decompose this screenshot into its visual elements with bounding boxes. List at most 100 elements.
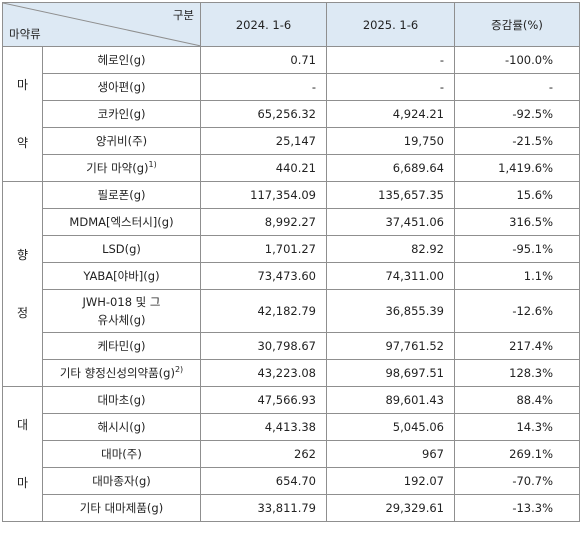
value-2025: 967	[326, 440, 455, 468]
category-psychotropics: 향 정	[2, 181, 43, 387]
corner-label-category: 구분	[172, 8, 194, 22]
category-char: 정	[16, 306, 29, 320]
item-name: 대마종자(g)	[42, 467, 201, 495]
category-char: 대	[16, 418, 29, 432]
item-name: JWH-018 및 그 유사체(g)	[42, 289, 201, 333]
value-2025: -	[326, 73, 455, 101]
value-change: -70.7%	[454, 467, 580, 495]
column-header-2024: 2024. 1-6	[200, 2, 327, 47]
value-2024: 47,566.93	[200, 386, 327, 414]
header-row: 구분 마약류 2024. 1-6 2025. 1-6 증감률(%)	[2, 2, 580, 47]
value-2024: 262	[200, 440, 327, 468]
value-2025: 4,924.21	[326, 100, 455, 128]
value-2024: 25,147	[200, 127, 327, 155]
table-row: 기타 향정신성의약품(g)2) 43,223.08 98,697.51 128.…	[3, 359, 580, 387]
table-row: 생아편(g) - - -	[3, 73, 580, 101]
footnote-marker: 1)	[148, 160, 157, 170]
value-2025: 192.07	[326, 467, 455, 495]
item-name: 케타민(g)	[42, 332, 201, 360]
value-2024: 1,701.27	[200, 235, 327, 263]
category-char: 마	[16, 78, 29, 92]
diagonal-divider	[3, 3, 200, 46]
value-2025: 29,329.61	[326, 494, 455, 522]
value-2025: -	[326, 46, 455, 74]
table-row: LSD(g) 1,701.27 82.92 -95.1%	[3, 235, 580, 263]
category-cannabis: 대 마	[2, 386, 43, 522]
value-change: -100.0%	[454, 46, 580, 74]
table-row: 마 약 헤로인(g) 0.71 - -100.0%	[2, 46, 580, 182]
value-change: -12.6%	[454, 289, 580, 333]
item-name-text: 기타 향정신성의약품(g)	[59, 366, 175, 380]
item-name: 양귀비(주)	[42, 127, 201, 155]
value-change: 128.3%	[454, 359, 580, 387]
table-row: 향 정 필로폰(g) 117,354.09 135,657.35 15.6%	[2, 181, 580, 387]
value-2025: 82.92	[326, 235, 455, 263]
value-2024: 117,354.09	[200, 181, 327, 209]
value-change: 1.1%	[454, 262, 580, 290]
drug-seizure-table: 구분 마약류 2024. 1-6 2025. 1-6 증감률(%) 마 약 헤로…	[2, 2, 580, 522]
category-char: 마	[16, 476, 29, 490]
item-name: 필로폰(g)	[42, 181, 201, 209]
table-row: 코카인(g) 65,256.32 4,924.21 -92.5%	[3, 100, 580, 128]
table-row: 케타민(g) 30,798.67 97,761.52 217.4%	[3, 332, 580, 360]
value-2025: 19,750	[326, 127, 455, 155]
value-2025: 36,855.39	[326, 289, 455, 333]
item-name: 기타 향정신성의약품(g)2)	[42, 359, 201, 387]
value-change: 269.1%	[454, 440, 580, 468]
footnote-marker: 2)	[174, 365, 184, 375]
value-2024: 43,223.08	[200, 359, 327, 387]
value-2025: 89,601.43	[326, 386, 455, 414]
table-row: 대마(주) 262 967 269.1%	[3, 440, 580, 468]
column-header-2025: 2025. 1-6	[326, 2, 455, 47]
value-2024: 30,798.67	[200, 332, 327, 360]
table-row: 해시시(g) 4,413.38 5,045.06 14.3%	[3, 413, 580, 441]
item-name: 생아편(g)	[42, 73, 201, 101]
value-change: -21.5%	[454, 127, 580, 155]
item-name: 대마초(g)	[42, 386, 201, 414]
item-name-text: 기타 마약(g)	[86, 161, 149, 175]
table-row: JWH-018 및 그 유사체(g) 42,182.79 36,855.39 -…	[3, 289, 580, 333]
value-2025: 74,311.00	[326, 262, 455, 290]
value-change: -95.1%	[454, 235, 580, 263]
value-change: -	[454, 73, 580, 101]
value-change: 217.4%	[454, 332, 580, 360]
table-row: 양귀비(주) 25,147 19,750 -21.5%	[3, 127, 580, 155]
value-2024: -	[200, 73, 327, 101]
table-row: 대마종자(g) 654.70 192.07 -70.7%	[3, 467, 580, 495]
item-name: YABA[야바](g)	[42, 262, 201, 290]
value-2024: 33,811.79	[200, 494, 327, 522]
value-2024: 0.71	[200, 46, 327, 74]
value-2024: 8,992.27	[200, 208, 327, 236]
item-name: 헤로인(g)	[42, 46, 201, 74]
value-change: 1,419.6%	[454, 154, 580, 182]
table-row: YABA[야바](g) 73,473.60 74,311.00 1.1%	[3, 262, 580, 290]
table-row: 기타 대마제품(g) 33,811.79 29,329.61 -13.3%	[3, 494, 580, 522]
value-2024: 65,256.32	[200, 100, 327, 128]
value-2025: 98,697.51	[326, 359, 455, 387]
value-2025: 6,689.64	[326, 154, 455, 182]
item-name: LSD(g)	[42, 235, 201, 263]
item-name: 기타 대마제품(g)	[42, 494, 201, 522]
value-change: 15.6%	[454, 181, 580, 209]
corner-label-drug-type: 마약류	[9, 27, 41, 41]
table-row: MDMA[엑스터시](g) 8,992.27 37,451.06 316.5%	[3, 208, 580, 236]
item-name: 해시시(g)	[42, 413, 201, 441]
category-char: 향	[16, 248, 29, 262]
table-row: 기타 마약(g)1) 440.21 6,689.64 1,419.6%	[3, 154, 580, 182]
table-row: 대 마 대마초(g) 47,566.93 89,601.43 88.4%	[2, 386, 580, 522]
value-2025: 135,657.35	[326, 181, 455, 209]
item-name: MDMA[엑스터시](g)	[42, 208, 201, 236]
item-name-line: JWH-018 및 그	[82, 295, 161, 309]
category-narcotics: 마 약	[2, 46, 43, 182]
value-change: 316.5%	[454, 208, 580, 236]
column-header-change: 증감률(%)	[454, 2, 580, 47]
item-name: 기타 마약(g)1)	[42, 154, 201, 182]
value-change: 14.3%	[454, 413, 580, 441]
value-2024: 42,182.79	[200, 289, 327, 333]
value-change: -13.3%	[454, 494, 580, 522]
item-name: 코카인(g)	[42, 100, 201, 128]
value-2025: 37,451.06	[326, 208, 455, 236]
item-name-line: 유사체(g)	[97, 313, 146, 327]
value-change: -92.5%	[454, 100, 580, 128]
value-2025: 97,761.52	[326, 332, 455, 360]
